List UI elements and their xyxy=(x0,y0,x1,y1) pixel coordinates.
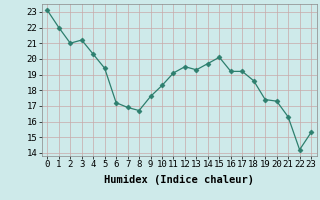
X-axis label: Humidex (Indice chaleur): Humidex (Indice chaleur) xyxy=(104,175,254,185)
